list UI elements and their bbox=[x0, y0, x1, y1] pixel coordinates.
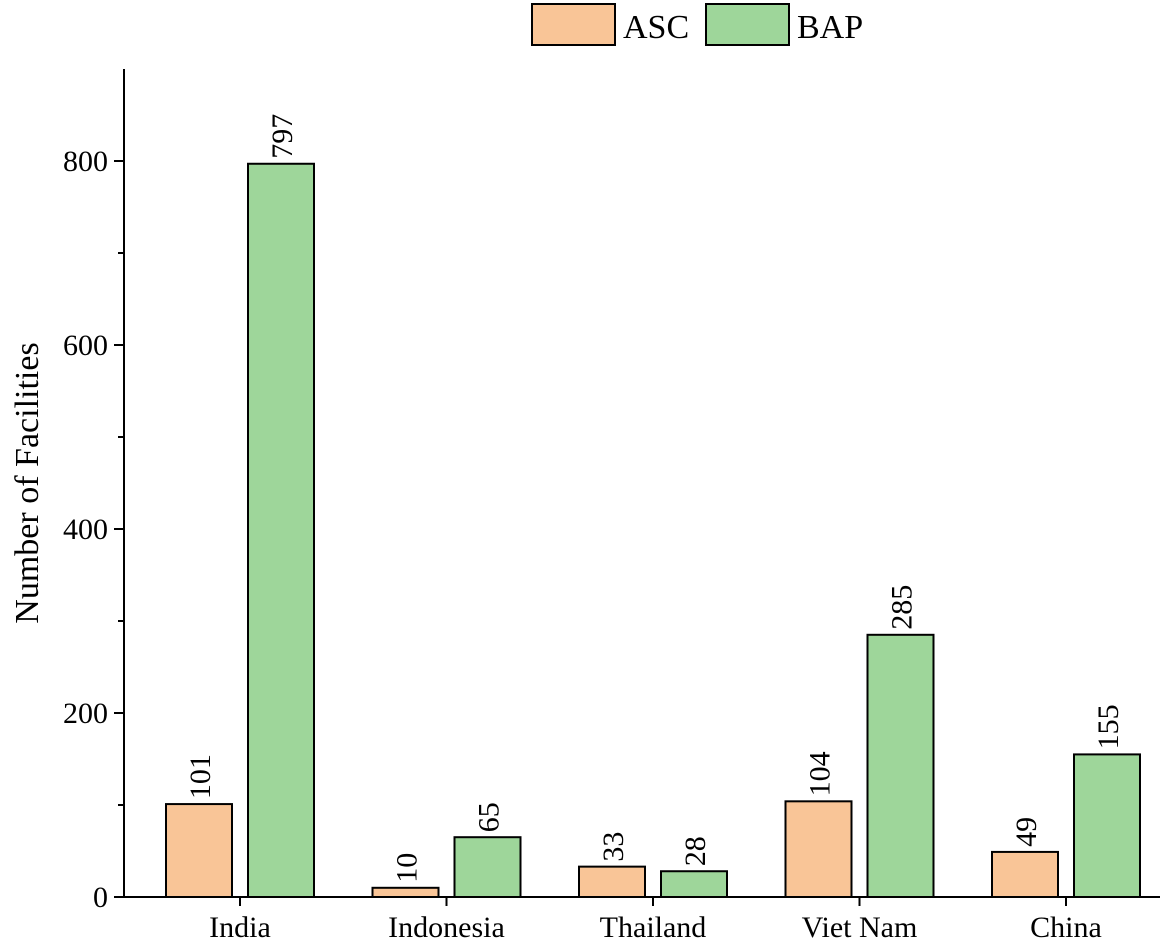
bar-bap-india bbox=[247, 162, 315, 898]
bar-bap-china bbox=[1073, 753, 1141, 899]
legend-label-bap: BAP bbox=[797, 9, 863, 46]
x-tick-label-viet-nam: Viet Nam bbox=[802, 911, 918, 944]
x-tick-label-india: India bbox=[209, 911, 271, 944]
legend: ASC BAP bbox=[531, 3, 863, 46]
data-label-bap-indonesia: 65 bbox=[473, 802, 506, 832]
legend-swatch-asc bbox=[531, 3, 616, 46]
y-tick-label-800: 800 bbox=[63, 145, 108, 178]
bar-bap-indonesia bbox=[453, 836, 522, 899]
legend-swatch-bap bbox=[705, 3, 790, 46]
data-label-bap-viet-nam: 285 bbox=[886, 585, 919, 630]
bars-group bbox=[165, 162, 1141, 899]
y-axis-title: Number of Facilities bbox=[9, 342, 46, 623]
data-label-asc-viet-nam: 104 bbox=[804, 751, 837, 796]
y-tick-label-400: 400 bbox=[63, 513, 108, 546]
x-tick-label-china: China bbox=[1030, 911, 1102, 944]
legend-label-asc: ASC bbox=[623, 9, 689, 46]
data-label-asc-indonesia: 10 bbox=[391, 853, 424, 883]
x-tick-label-thailand: Thailand bbox=[600, 911, 707, 944]
y-tick-label-0: 0 bbox=[93, 881, 108, 914]
axes-group: 0 200 400 600 800 India Indonesia Thailand Viet … bbox=[63, 69, 1160, 944]
data-label-asc-thailand: 33 bbox=[597, 832, 630, 862]
y-tick-label-600: 600 bbox=[63, 329, 108, 362]
bar-asc-indonesia bbox=[371, 886, 440, 898]
y-tick-label-200: 200 bbox=[63, 697, 108, 730]
bar-asc-india bbox=[165, 803, 233, 899]
bar-bap-viet-nam bbox=[866, 633, 935, 898]
bar-bap-thailand bbox=[660, 870, 728, 898]
data-label-bap-thailand: 28 bbox=[679, 836, 712, 866]
data-label-asc-india: 101 bbox=[184, 754, 217, 799]
bar-asc-china bbox=[991, 850, 1059, 898]
bar-asc-thailand bbox=[578, 865, 646, 899]
x-tick-label-indonesia: Indonesia bbox=[388, 911, 505, 944]
data-label-bap-india: 797 bbox=[266, 114, 299, 159]
data-labels-group: 101 797 10 65 33 28 104 285 49 155 bbox=[184, 114, 1125, 883]
data-label-bap-china: 155 bbox=[1092, 704, 1125, 749]
bar-asc-viet-nam bbox=[784, 800, 853, 899]
data-label-asc-china: 49 bbox=[1010, 817, 1043, 847]
